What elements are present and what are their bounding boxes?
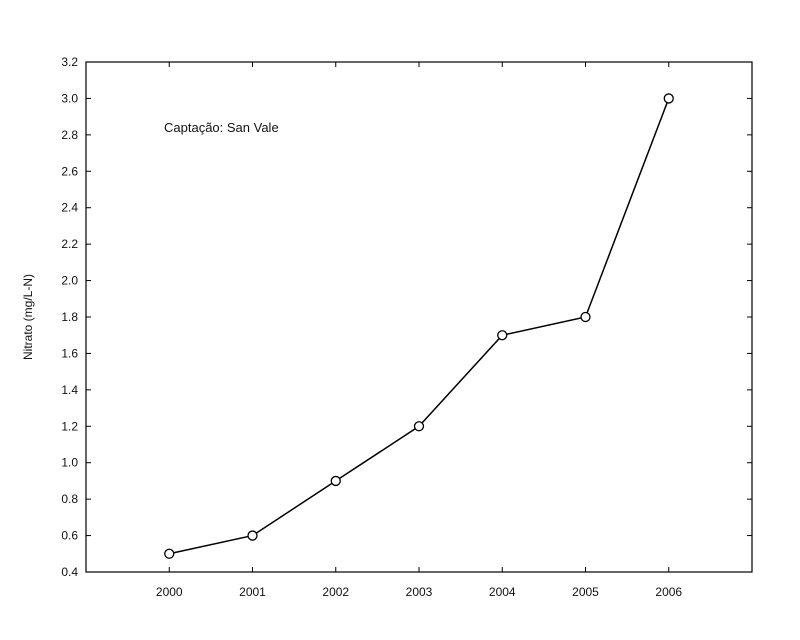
data-point [413, 421, 425, 432]
data-point [497, 330, 508, 341]
y-tick-label: 3.2 [61, 55, 78, 69]
data-point [580, 311, 591, 323]
x-axis-ticks: 2000 2001 2002 2003 2004 2005 2006 [156, 62, 682, 599]
series-line [169, 98, 670, 555]
y-tick-label: 2.4 [61, 201, 78, 215]
y-tick-label: 1.0 [61, 456, 78, 470]
y-tick-label: 2.6 [61, 164, 78, 178]
data-points [164, 93, 674, 559]
x-tick-label: 2005 [572, 585, 599, 599]
data-point [247, 530, 258, 541]
y-tick-label: 1.4 [61, 383, 78, 397]
x-tick-label: 2006 [655, 585, 682, 599]
x-tick-label: 2003 [406, 585, 433, 599]
y-tick-label: 2.8 [61, 128, 78, 142]
chart-annotation: Captação: San Vale [164, 120, 279, 135]
y-tick-label: 1.6 [61, 346, 78, 360]
data-point [164, 548, 175, 559]
data-point [663, 93, 674, 104]
x-tick-label: 2001 [239, 585, 266, 599]
y-axis-ticks: 0.4 0.6 0.8 1.0 1.2 1.4 1.6 1.8 2.0 2.2 2.4 2.6 2.8 3… [61, 55, 752, 579]
y-tick-label: 0.4 [61, 565, 78, 579]
y-axis-title: Nitrato (mg/L-N) [21, 274, 35, 360]
y-tick-label: 3.0 [61, 91, 78, 105]
data-point [330, 475, 341, 487]
y-tick-label: 1.2 [61, 419, 78, 433]
y-tick-label: 0.6 [61, 529, 78, 543]
y-tick-label: 1.8 [61, 310, 78, 324]
y-tick-label: 2.2 [61, 237, 78, 251]
x-tick-label: 2002 [322, 585, 349, 599]
x-tick-label: 2004 [489, 585, 516, 599]
y-tick-label: 2.0 [61, 274, 78, 288]
x-tick-label: 2000 [156, 585, 183, 599]
plot-frame [85, 61, 753, 573]
y-tick-label: 0.8 [61, 492, 78, 506]
